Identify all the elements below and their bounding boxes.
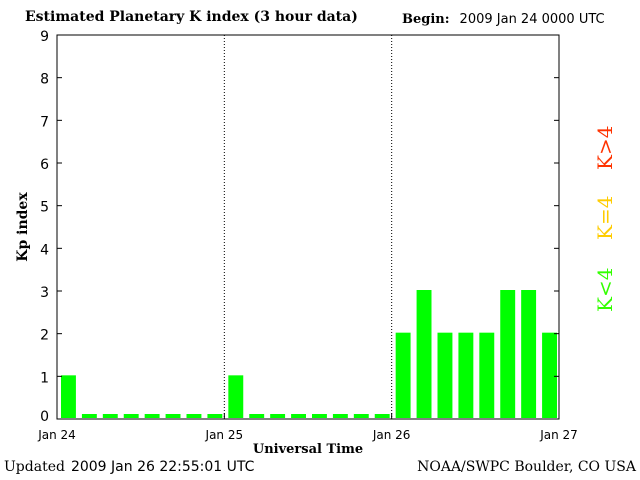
kp-bar xyxy=(291,414,306,418)
source-credit: NOAA/SWPC Boulder, CO USA xyxy=(417,459,636,475)
x-tick-label: Jan 25 xyxy=(205,428,244,442)
x-tick-label: Jan 24 xyxy=(37,428,76,442)
kp-bar xyxy=(521,290,537,418)
updated-label: Updated xyxy=(4,459,65,475)
kp-bar xyxy=(249,414,265,418)
legend-k-less-4: K<4 xyxy=(593,267,617,312)
kp-bar xyxy=(312,414,327,418)
kp-bar xyxy=(270,414,286,418)
kp-bar xyxy=(374,414,390,418)
y-tick-label: 8 xyxy=(40,72,49,88)
legend-k-greater-4: K>4 xyxy=(593,125,617,170)
kp-bar xyxy=(144,414,160,418)
y-tick-label: 7 xyxy=(40,114,49,130)
kp-bar xyxy=(437,332,453,418)
y-tick-label: 4 xyxy=(40,242,49,258)
kp-bar xyxy=(123,414,139,418)
kp-bar xyxy=(353,414,369,418)
x-axis-label: Universal Time xyxy=(253,442,363,457)
kp-bar xyxy=(228,375,244,418)
kp-bar xyxy=(102,414,118,418)
x-tick-label: Jan 27 xyxy=(539,428,578,442)
kp-bar xyxy=(458,332,474,418)
y-tick-label: 6 xyxy=(40,157,49,173)
updated-info: Updated 2009 Jan 26 22:55:01 UTC xyxy=(4,459,254,475)
x-tick-label: Jan 26 xyxy=(372,428,411,442)
kp-bar xyxy=(332,414,348,418)
plot-frame xyxy=(56,34,560,420)
y-axis-label: Kp index xyxy=(15,192,31,262)
updated-value: 2009 Jan 26 22:55:01 UTC xyxy=(70,459,255,475)
begin-label: Begin: xyxy=(402,12,450,27)
begin-value: 2009 Jan 24 0000 UTC xyxy=(459,12,605,27)
kp-bar xyxy=(479,332,495,418)
kp-bar xyxy=(207,414,223,418)
kp-bar xyxy=(416,290,432,418)
kp-bar xyxy=(186,414,202,418)
begin-info: Begin: 2009 Jan 24 0000 UTC xyxy=(402,12,605,27)
y-tick-label: 2 xyxy=(40,328,49,344)
chart-title: Estimated Planetary K index (3 hour data… xyxy=(25,9,358,25)
kp-bar xyxy=(165,414,181,418)
kp-bar xyxy=(542,332,557,418)
y-tick-label: 0 xyxy=(40,409,49,425)
y-tick-label: 3 xyxy=(40,285,49,301)
y-tick-label: 5 xyxy=(40,200,49,216)
y-tick-label: 9 xyxy=(40,29,49,45)
kp-bar xyxy=(395,332,411,418)
kp-bar xyxy=(61,375,76,418)
y-tick-label: 1 xyxy=(40,370,49,386)
legend-k-equal-4: K=4 xyxy=(593,195,617,240)
kp-bar xyxy=(500,290,516,418)
kp-bar xyxy=(81,414,97,418)
